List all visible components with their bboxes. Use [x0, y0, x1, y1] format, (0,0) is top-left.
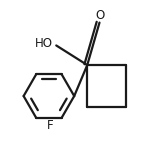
Text: F: F [47, 119, 54, 132]
Text: HO: HO [35, 37, 53, 49]
Text: O: O [96, 9, 105, 22]
